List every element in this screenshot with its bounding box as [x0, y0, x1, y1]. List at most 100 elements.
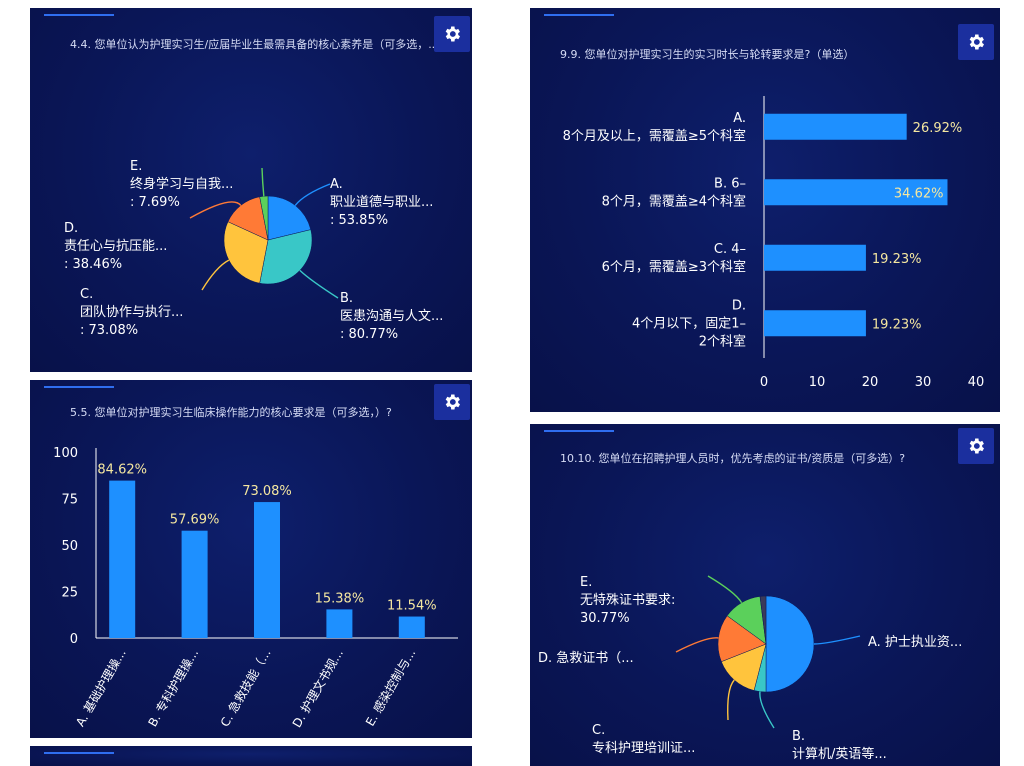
- y-tick-label: B. 6–: [714, 176, 746, 191]
- panel-accent-line: [544, 14, 614, 16]
- pie-leader-4: [261, 167, 265, 197]
- pie-label-2: C. 专科护理培训证...: [592, 723, 695, 756]
- panel-q10: 10.10. 您单位在招聘护理人员时，优先考虑的证书/资质是（可多选）? A. …: [530, 424, 1000, 766]
- settings-button[interactable]: [958, 24, 994, 60]
- pie-label-1: B. 计算机/英语等...: [792, 729, 887, 762]
- pie-label-line: 无特殊证书要求:: [580, 593, 675, 608]
- y-tick-label: 25: [61, 586, 78, 601]
- bar-value-label: 73.08%: [242, 484, 292, 499]
- pie-label-text: 职业道德与职业...: [330, 195, 433, 210]
- x-tick-label: B. 专科护理操...: [145, 646, 202, 729]
- question-title: 10.10. 您单位在招聘护理人员时，优先考虑的证书/资质是（可多选）?: [560, 452, 906, 465]
- bar-chart-q5: 0 25 50 75 100 84.62% A. 基础护理操... 57.69% B. 专科护理…: [53, 446, 458, 730]
- x-tick-label: 30: [915, 375, 932, 390]
- panel-q5: 5.5. 您单位对护理实习生临床操作能力的核心要求是（可多选，）? 0 25 50 7…: [30, 380, 472, 738]
- bar-1: [764, 179, 948, 206]
- pie-label-percent: : 38.46%: [64, 257, 122, 272]
- pie-label-0: A. 护士执业资...: [868, 635, 962, 650]
- pie-label-1: B. 医患沟通与人文... : 80.77%: [340, 291, 443, 342]
- bar-1: [181, 530, 208, 638]
- pie-label-line: D. 急救证书（...: [538, 650, 634, 666]
- question-title: 9.9. 您单位对护理实习生的实习时长与轮转要求是?（单选）: [560, 48, 855, 61]
- bar-0: [109, 480, 136, 638]
- settings-button[interactable]: [434, 384, 470, 420]
- y-tick-label: D.: [732, 298, 746, 313]
- y-tick-label: 75: [61, 493, 78, 508]
- bar-value-label: 19.23%: [872, 317, 922, 332]
- bar-value-label: 15.38%: [315, 591, 365, 606]
- bar-2: [764, 244, 866, 271]
- pie-chart-q10: A. 护士执业资... B. 计算机/英语等... C. 专科护理培训证... D. 急救…: [538, 575, 962, 762]
- panel-q4: 4.4. 您单位认为护理实习生/应届毕业生最需具备的核心素养是（可多选，... …: [30, 8, 472, 372]
- pie-label-line: E.: [580, 575, 592, 590]
- pie-slice-5: [759, 595, 767, 645]
- bar-2: [254, 502, 280, 638]
- y-tick-label: 0: [70, 632, 78, 647]
- settings-button[interactable]: [958, 428, 994, 464]
- question-title: 4.4. 您单位认为护理实习生/应届毕业生最需具备的核心素养是（可多选，...: [70, 38, 439, 51]
- pie-label-line: 计算机/英语等...: [792, 746, 887, 762]
- x-tick-label: C. 急救技能（...: [217, 646, 274, 729]
- y-tick-label: 100: [53, 446, 78, 461]
- bar-value-label: 34.62%: [894, 186, 944, 201]
- panel-accent-line: [44, 752, 114, 754]
- bar-value-label: 57.69%: [170, 513, 220, 528]
- pie-label-4: E. 终身学习与自我...: 7.69%: [130, 159, 233, 210]
- pie-leader-1: [299, 269, 339, 299]
- pie-label-line: B.: [792, 729, 805, 744]
- pie-label-percent: : 80.77%: [340, 327, 398, 342]
- pie-label-2: C. 团队协作与执行...: 73.08%: [80, 287, 183, 338]
- pie-label-text: 团队协作与执行...: [80, 305, 183, 320]
- gear-icon: [969, 438, 984, 454]
- x-tick-label: 10: [809, 375, 826, 390]
- pie-label-0: A. 职业道德与职业...: 53.85%: [330, 177, 433, 228]
- bar-0: [764, 113, 907, 140]
- x-tick-label: 20: [862, 375, 879, 390]
- pie-leader-3: [189, 201, 242, 219]
- pie-label-line: A. 护士执业资...: [868, 635, 962, 650]
- y-tick-label: 50: [61, 539, 78, 554]
- pie-label-line: 专科护理培训证...: [592, 740, 695, 756]
- bar-4: [398, 616, 425, 638]
- panel-accent-line: [544, 430, 614, 432]
- question-title: 5.5. 您单位对护理实习生临床操作能力的核心要求是（可多选，）?: [70, 406, 392, 419]
- panel-accent-line: [44, 14, 114, 16]
- y-tick-label: 4个月以下，固定1–: [632, 316, 746, 331]
- pie-label-4: E. 无特殊证书要求: 30.77%: [580, 575, 675, 626]
- pie-slice-4: [259, 195, 269, 241]
- pie-leader-3: [675, 637, 719, 653]
- y-tick-label: 2个科室: [699, 333, 746, 349]
- pie-label-percent: : 53.85%: [330, 213, 388, 228]
- y-tick-label: C. 4–: [714, 242, 746, 257]
- pie-label-line: C.: [592, 723, 605, 738]
- pie-slice-2: [223, 221, 269, 284]
- pie-leader-2: [201, 259, 230, 291]
- gear-icon: [969, 34, 984, 50]
- settings-button[interactable]: [434, 16, 470, 52]
- bar-value-label: 11.54%: [387, 599, 437, 614]
- panel-q9: 9.9. 您单位对护理实习生的实习时长与轮转要求是?（单选） 0 10 20 30 40…: [530, 8, 1000, 412]
- y-tick-label: A.: [733, 111, 746, 126]
- pie-label-text: 医患沟通与人文...: [340, 309, 443, 324]
- pie-leader-0: [813, 635, 861, 645]
- pie-label-letter: E.: [130, 159, 142, 174]
- x-tick-label: 40: [968, 375, 985, 390]
- x-tick-label: A. 基础护理操...: [72, 646, 129, 729]
- pie-leader-0: [294, 183, 331, 206]
- pie-slice-0: [267, 195, 312, 241]
- pie-label-letter: B.: [340, 291, 353, 306]
- pie-label-text: 终身学习与自我...: [130, 176, 233, 192]
- pie-label-3: D. 责任心与抗压能...: 38.46%: [64, 221, 167, 272]
- pie-label-line: 30.77%: [580, 611, 630, 626]
- pie-slice-1: [259, 229, 313, 285]
- panel-accent-line: [44, 386, 114, 388]
- gear-icon: [445, 26, 460, 42]
- pie-label-3: D. 急救证书（...: [538, 650, 634, 666]
- x-tick-label: E. 感染控制与...: [362, 646, 418, 729]
- bar-chart-q9: 0 10 20 30 40 26.92% A. 8个月及以上，需覆盖≥5个科室 34.62% B.…: [563, 96, 985, 390]
- pie-leader-1: [759, 691, 775, 729]
- y-tick-label: 8个月及以上，需覆盖≥5个科室: [563, 128, 746, 144]
- bar-value-label: 19.23%: [872, 252, 922, 267]
- panel-next-left: [30, 746, 472, 766]
- pie-slice-3: [717, 615, 767, 662]
